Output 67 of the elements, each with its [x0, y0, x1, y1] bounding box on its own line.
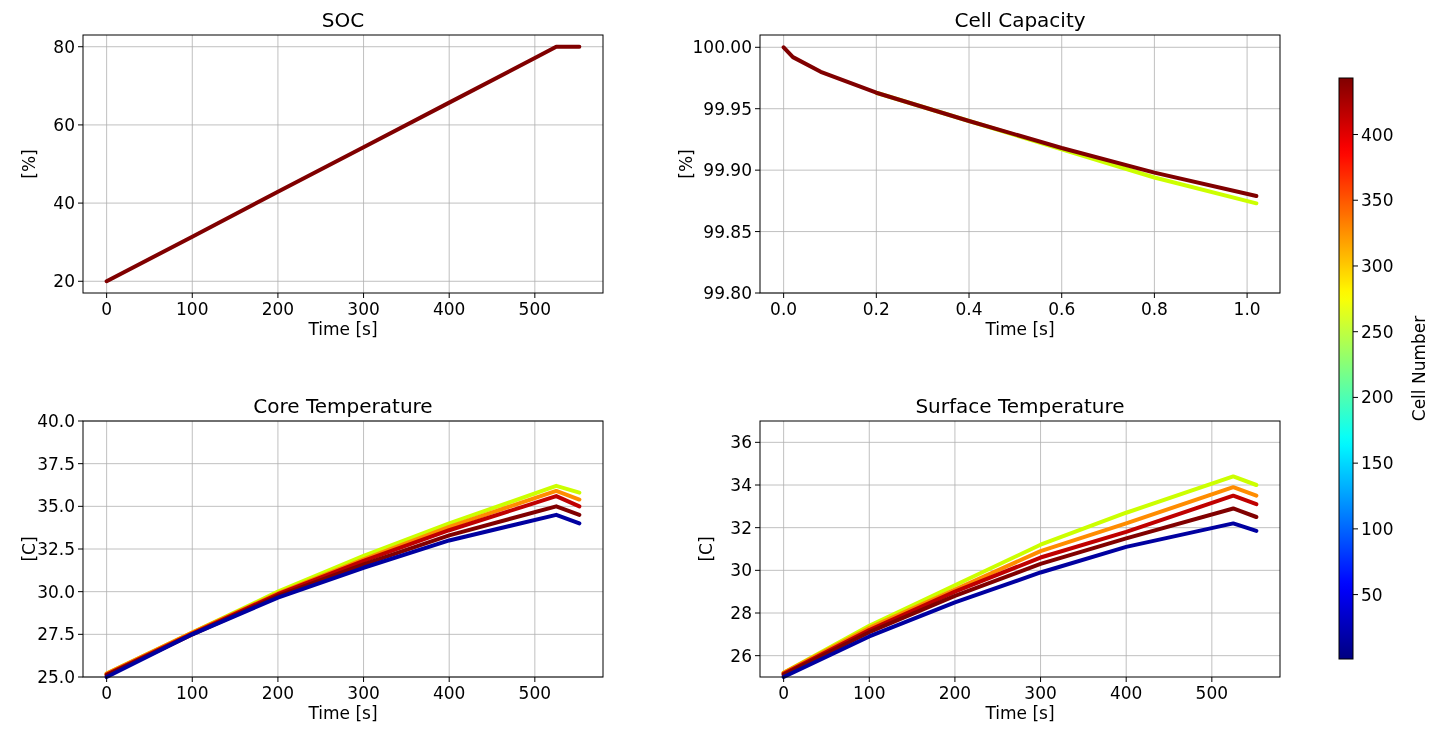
y-tick-label: 32.5 — [37, 539, 75, 559]
y-axis-title: [C] — [696, 536, 716, 562]
x-tick-label: 0.4 — [955, 299, 983, 319]
color-bar-label: 250 — [1361, 321, 1394, 342]
x-tick-label: 100 — [176, 683, 209, 703]
y-tick-label: 99.80 — [703, 283, 752, 303]
y-tick-label: 20 — [53, 271, 75, 292]
x-tick-label: 500 — [518, 299, 552, 319]
x-tick-label: 500 — [518, 683, 552, 703]
x-axis-title: Time [s] — [307, 319, 378, 339]
x-tick-label: 300 — [347, 683, 380, 703]
x-tick-label: 400 — [1109, 683, 1143, 703]
x-tick-label: 1.0 — [1233, 299, 1261, 319]
y-tick-label: 34 — [730, 475, 752, 495]
color-bar-label: 300 — [1361, 255, 1394, 276]
y-tick-label: 26 — [730, 645, 752, 666]
x-tick-label: 0.2 — [862, 299, 890, 319]
y-axis-title: [%] — [676, 149, 696, 179]
y-axis-title: [%] — [19, 149, 39, 179]
y-tick-label: 100.00 — [692, 37, 752, 58]
x-tick-label: 500 — [1195, 683, 1229, 703]
x-axis-title: Time [s] — [984, 319, 1055, 339]
x-tick-label: 0 — [778, 683, 790, 703]
x-tick-label: 0 — [101, 683, 113, 703]
color-bar-label: 50 — [1361, 584, 1383, 605]
color-bar-label: 150 — [1361, 453, 1394, 474]
color-bar-label: 400 — [1361, 124, 1394, 145]
color-bar-label: 100 — [1361, 518, 1394, 539]
x-tick-label: 100 — [853, 683, 886, 703]
chart-title: Cell Capacity — [954, 8, 1086, 32]
y-tick-label: 40 — [53, 193, 75, 214]
x-tick-label: 200 — [938, 683, 972, 703]
color-bar-title: Cell Number — [1409, 315, 1429, 422]
y-tick-label: 99.85 — [703, 221, 752, 242]
y-tick-label: 36 — [730, 432, 752, 453]
chart-title: SOC — [321, 8, 365, 32]
x-tick-label: 0.8 — [1140, 299, 1168, 319]
x-tick-label: 300 — [1024, 683, 1057, 703]
x-tick-label: 100 — [176, 299, 209, 319]
x-tick-label: 400 — [432, 683, 466, 703]
y-tick-label: 25.0 — [37, 667, 75, 687]
x-tick-label: 0.6 — [1048, 299, 1076, 319]
y-tick-label: 99.95 — [703, 98, 752, 119]
y-tick-label: 40.0 — [37, 411, 75, 431]
y-tick-label: 32 — [730, 517, 752, 538]
x-tick-label: 0 — [101, 299, 113, 319]
y-axis-title: [C] — [19, 536, 39, 562]
x-axis-title: Time [s] — [984, 703, 1055, 723]
y-tick-label: 60 — [53, 114, 75, 135]
x-tick-label: 300 — [347, 299, 380, 319]
y-tick-label: 27.5 — [37, 624, 75, 645]
x-tick-label: 200 — [261, 299, 295, 319]
color-bar-label: 350 — [1361, 190, 1394, 211]
y-tick-label: 99.90 — [703, 160, 752, 181]
x-tick-label: 400 — [432, 299, 466, 319]
x-axis-title: Time [s] — [307, 703, 378, 723]
y-tick-label: 28 — [730, 603, 752, 623]
color-bar-label: 200 — [1361, 387, 1394, 408]
y-tick-label: 80 — [53, 36, 75, 57]
chart-title: Core Temperature — [253, 394, 433, 418]
y-tick-label: 35.0 — [37, 496, 75, 517]
y-tick-label: 30.0 — [37, 581, 75, 602]
chart-title: Surface Temperature — [915, 394, 1125, 418]
x-tick-label: 0.0 — [770, 299, 798, 319]
y-tick-label: 37.5 — [37, 453, 75, 474]
x-tick-label: 200 — [261, 683, 295, 703]
y-tick-label: 30 — [730, 560, 752, 581]
